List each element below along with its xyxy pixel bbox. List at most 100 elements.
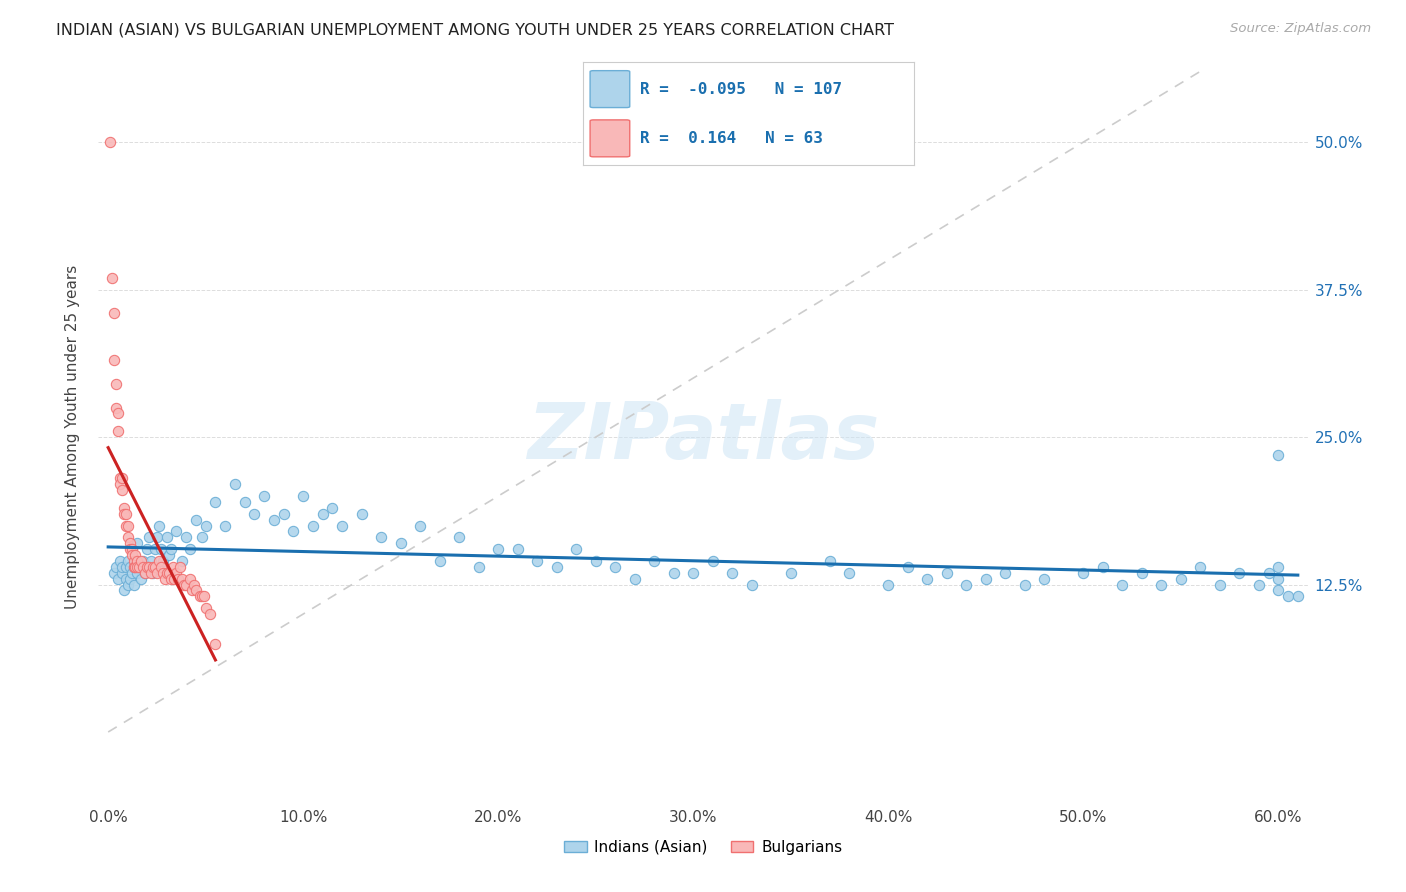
- Point: [1277, 590, 1299, 604]
- Point: [194, 518, 217, 533]
- Point: [165, 566, 187, 580]
- Point: [682, 566, 704, 580]
- Point: [935, 566, 957, 580]
- Point: [104, 376, 127, 391]
- Point: [112, 507, 135, 521]
- Point: [449, 530, 471, 544]
- Point: [330, 518, 353, 533]
- Point: [143, 542, 166, 557]
- Point: [204, 636, 226, 650]
- Point: [623, 572, 645, 586]
- Point: [1150, 577, 1173, 591]
- Point: [117, 577, 139, 591]
- Point: [103, 566, 125, 580]
- Point: [146, 566, 169, 580]
- Point: [1267, 572, 1289, 586]
- Point: [191, 590, 214, 604]
- Point: [183, 577, 205, 591]
- Point: [156, 566, 179, 580]
- Point: [174, 577, 197, 591]
- Point: [643, 554, 665, 568]
- Point: [1071, 566, 1094, 580]
- Point: [1091, 559, 1114, 574]
- Point: [994, 566, 1017, 580]
- Point: [111, 483, 134, 498]
- Point: [204, 495, 226, 509]
- Point: [506, 542, 529, 557]
- Point: [779, 566, 801, 580]
- Point: [167, 572, 190, 586]
- Point: [136, 559, 159, 574]
- Point: [214, 518, 236, 533]
- Point: [181, 583, 204, 598]
- Point: [148, 554, 170, 568]
- Point: [193, 590, 215, 604]
- Point: [138, 530, 160, 544]
- Point: [121, 542, 143, 557]
- Point: [292, 489, 315, 503]
- Point: [191, 530, 214, 544]
- Point: [302, 518, 325, 533]
- Point: [146, 530, 169, 544]
- Point: [605, 559, 627, 574]
- Text: INDIAN (ASIAN) VS BULGARIAN UNEMPLOYMENT AMONG YOUTH UNDER 25 YEARS CORRELATION : INDIAN (ASIAN) VS BULGARIAN UNEMPLOYMENT…: [56, 22, 894, 37]
- Point: [172, 572, 194, 586]
- Point: [159, 572, 181, 586]
- Point: [179, 542, 201, 557]
- Text: Source: ZipAtlas.com: Source: ZipAtlas.com: [1230, 22, 1371, 36]
- Point: [169, 559, 191, 574]
- Point: [104, 559, 127, 574]
- Point: [1209, 577, 1232, 591]
- Point: [741, 577, 763, 591]
- Point: [132, 559, 155, 574]
- Point: [818, 554, 841, 568]
- Point: [152, 554, 174, 568]
- Point: [917, 572, 939, 586]
- Point: [112, 583, 135, 598]
- Point: [163, 572, 186, 586]
- FancyBboxPatch shape: [591, 70, 630, 108]
- Point: [114, 559, 136, 574]
- Point: [142, 559, 165, 574]
- Point: [429, 554, 451, 568]
- Point: [721, 566, 744, 580]
- Point: [132, 554, 155, 568]
- Point: [136, 542, 159, 557]
- Point: [179, 572, 201, 586]
- Point: [1033, 572, 1056, 586]
- Point: [662, 566, 685, 580]
- Point: [1247, 577, 1270, 591]
- Point: [118, 572, 141, 586]
- Point: [157, 548, 180, 562]
- Point: [127, 559, 149, 574]
- Text: R =  -0.095   N = 107: R = -0.095 N = 107: [640, 81, 842, 96]
- Point: [107, 424, 129, 438]
- Point: [194, 601, 217, 615]
- Point: [117, 554, 139, 568]
- Point: [108, 477, 131, 491]
- Point: [283, 524, 305, 539]
- Point: [121, 548, 143, 562]
- Point: [526, 554, 548, 568]
- Point: [134, 566, 156, 580]
- Point: [153, 572, 176, 586]
- Point: [111, 471, 134, 485]
- Point: [134, 566, 156, 580]
- Point: [955, 577, 977, 591]
- Point: [838, 566, 860, 580]
- Point: [1130, 566, 1153, 580]
- Point: [142, 566, 165, 580]
- Point: [409, 518, 432, 533]
- Point: [1267, 448, 1289, 462]
- Point: [127, 554, 149, 568]
- Point: [173, 577, 195, 591]
- Point: [131, 554, 153, 568]
- Point: [139, 566, 162, 580]
- Point: [122, 577, 145, 591]
- Point: [138, 559, 160, 574]
- Point: [108, 554, 131, 568]
- Point: [1286, 590, 1309, 604]
- Point: [107, 407, 129, 421]
- Point: [350, 507, 373, 521]
- Point: [114, 507, 136, 521]
